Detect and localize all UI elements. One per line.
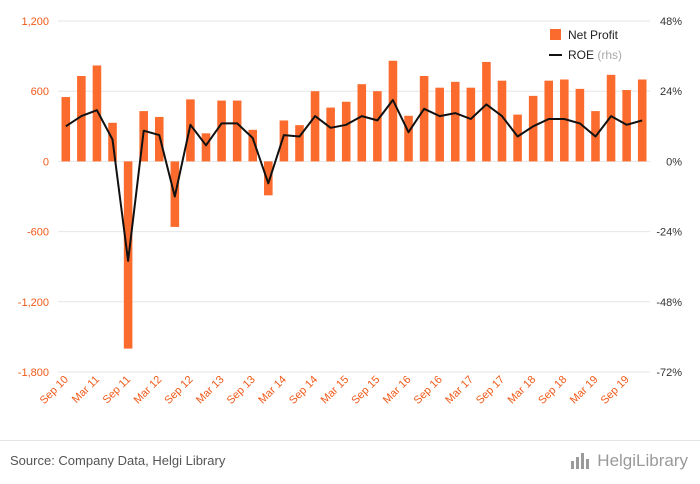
logo-text: HelgiLibrary xyxy=(597,451,688,470)
net-profit-bar xyxy=(264,161,273,196)
library-icon xyxy=(571,453,593,469)
net-profit-bar xyxy=(450,81,460,162)
net-profit-bar xyxy=(201,133,211,162)
x-axis-tick-label: Sep 19 xyxy=(599,374,632,407)
x-axis-tick-label: Sep 17 xyxy=(474,374,507,407)
net-profit-bar xyxy=(92,65,102,162)
x-axis-tick-label: Mar 13 xyxy=(194,374,227,407)
left-axis-tick-label: -1,800 xyxy=(18,367,49,379)
net-profit-bar xyxy=(326,107,335,162)
right-axis-tick-label: 0% xyxy=(666,156,682,168)
net-profit-bar xyxy=(357,84,367,162)
x-axis-tick-label: Mar 14 xyxy=(256,374,289,407)
x-axis-tick-label: Mar 16 xyxy=(381,374,414,407)
x-axis-tick-label: Sep 12 xyxy=(162,374,195,407)
x-axis-tick-label: Mar 15 xyxy=(319,374,352,407)
footer: Source: Company Data, Helgi Library Helg… xyxy=(0,440,700,484)
net-profit-bar xyxy=(482,61,491,162)
chart-svg: 1,200 48% 600 24% 0 0% -600 -24% -1,200 -48% -1,80… xyxy=(18,16,682,407)
roe-line xyxy=(65,99,643,262)
net-profit-bar xyxy=(497,80,507,162)
x-axis-tick-label: Sep 16 xyxy=(412,374,445,407)
net-profit-bar xyxy=(341,101,351,162)
net-profit-bar xyxy=(61,97,71,162)
left-axis-tick-label: 0 xyxy=(43,156,49,168)
left-axis-tick-label: -1,200 xyxy=(18,297,49,309)
net-profit-bar xyxy=(435,87,444,162)
x-axis-tick-label: Mar 19 xyxy=(568,374,601,407)
net-profit-bar xyxy=(606,74,616,162)
x-axis-tick-label: Mar 12 xyxy=(132,374,165,407)
legend-net-profit-label: Net Profit xyxy=(568,28,619,42)
net-profit-bar xyxy=(232,100,242,162)
legend-roe-label: ROE (rhs) xyxy=(568,48,622,62)
right-axis-tick-label: 24% xyxy=(660,86,682,98)
net-profit-bar xyxy=(404,115,413,162)
right-axis-tick-label: 48% xyxy=(660,16,682,28)
right-axis-tick-label: -24% xyxy=(656,227,682,239)
left-axis-tick-label: -600 xyxy=(27,227,49,239)
x-axis-tick-label: Sep 15 xyxy=(349,374,382,407)
net-profit-bar xyxy=(528,95,538,162)
legend-roe-suffix: (rhs) xyxy=(597,48,622,62)
x-axis-tick-label: Mar 17 xyxy=(443,374,476,407)
net-profit-bar xyxy=(186,99,195,162)
net-profit-bar xyxy=(388,60,398,162)
x-axis-tick-label: Mar 18 xyxy=(506,374,539,407)
legend-net-profit-swatch xyxy=(550,29,561,40)
source-text: Source: Company Data, Helgi Library xyxy=(10,453,226,468)
net-profit-bar xyxy=(575,88,585,162)
net-profit-bar xyxy=(466,87,476,162)
x-axis-tick-label: Sep 14 xyxy=(287,374,320,407)
x-axis-tick-label: Sep 18 xyxy=(536,374,569,407)
net-profit-bar xyxy=(248,129,258,162)
net-profit-bar xyxy=(419,75,429,162)
net-profit-bar xyxy=(295,125,304,162)
net-profit-bar xyxy=(544,80,554,162)
net-profit-bar xyxy=(77,75,86,162)
net-profit-bar xyxy=(373,91,382,162)
x-axis-tick-label: Sep 11 xyxy=(101,374,134,407)
net-profit-bar xyxy=(560,79,569,162)
left-axis-tick-label: 600 xyxy=(31,86,49,98)
left-axis-tick-label: 1,200 xyxy=(21,16,49,28)
net-profit-bar xyxy=(217,100,226,162)
net-profit-bar xyxy=(310,91,320,162)
right-axis-tick-label: -48% xyxy=(656,297,682,309)
net-profit-bar xyxy=(279,120,289,162)
net-profit-bar xyxy=(513,114,522,162)
net-profit-bar xyxy=(154,116,164,162)
x-axis-tick-label: Mar 11 xyxy=(70,374,102,406)
x-axis-tick-label: Sep 13 xyxy=(225,374,258,407)
right-axis-tick-label: -72% xyxy=(656,367,682,379)
helgi-library-logo[interactable]: HelgiLibrary xyxy=(571,451,688,471)
